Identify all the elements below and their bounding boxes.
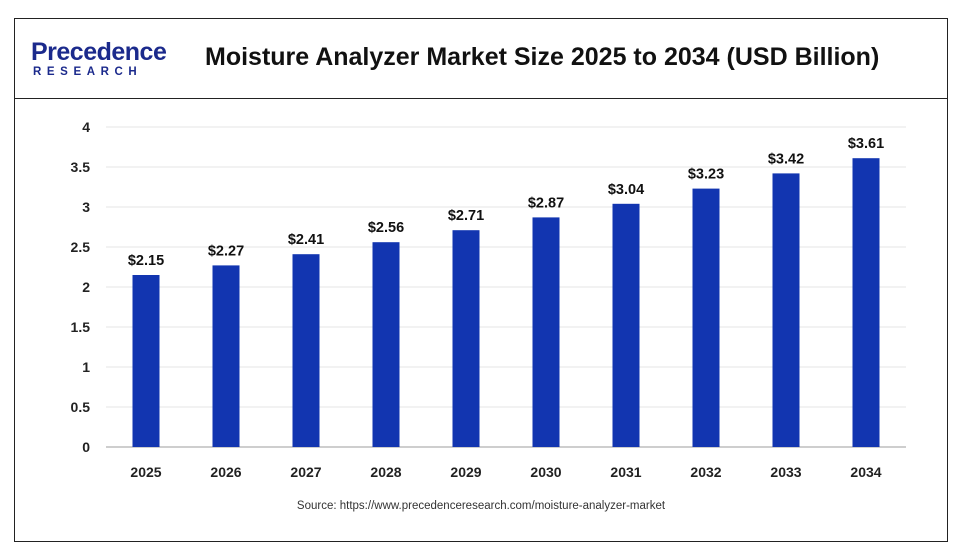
data-label: $3.23	[688, 167, 724, 183]
bar-2027	[292, 254, 320, 447]
data-label: $2.41	[288, 232, 324, 248]
y-tick-label: 2	[82, 279, 90, 295]
y-tick-label: 3	[82, 199, 90, 215]
bar-2025	[132, 275, 160, 447]
bar-2029	[452, 230, 480, 447]
x-tick-label: 2031	[610, 464, 641, 480]
data-label: $3.61	[848, 136, 884, 152]
y-tick-label: 2.5	[71, 239, 91, 255]
x-tick-label: 2030	[530, 464, 561, 480]
y-tick-label: 1.5	[71, 319, 91, 335]
y-tick-label: 0	[82, 439, 90, 455]
x-tick-label: 2032	[690, 464, 721, 480]
x-tick-label: 2034	[850, 464, 881, 480]
y-tick-label: 3.5	[71, 159, 91, 175]
x-tick-label: 2025	[130, 464, 161, 480]
logo-wordmark: Precedence	[31, 38, 167, 66]
source-note: Source: https://www.precedenceresearch.c…	[296, 500, 666, 512]
data-label: $2.15	[128, 253, 164, 269]
bar-2026	[212, 265, 240, 447]
data-label: $3.42	[768, 151, 804, 167]
data-label: $3.04	[608, 182, 644, 198]
x-tick-label: 2029	[450, 464, 481, 480]
chart-header: Precedence RESEARCH Moisture Analyzer Ma…	[15, 19, 947, 99]
data-label: $2.56	[368, 220, 404, 236]
logo-subtext: RESEARCH	[33, 66, 143, 78]
bar-2033	[772, 173, 800, 447]
y-tick-label: 4	[82, 119, 90, 135]
y-tick-label: 1	[82, 359, 90, 375]
bar-2031	[612, 203, 640, 447]
x-tick-label: 2033	[770, 464, 801, 480]
bar-2034	[852, 158, 880, 447]
x-tick-label: 2027	[290, 464, 321, 480]
data-label: $2.87	[528, 195, 564, 211]
data-label: $2.27	[208, 243, 244, 259]
chart-title: Moisture Analyzer Market Size 2025 to 20…	[205, 43, 880, 71]
x-tick-label: 2026	[210, 464, 241, 480]
data-label: $2.71	[448, 208, 484, 224]
bar-2030	[532, 217, 560, 447]
precedence-research-logo: Precedence RESEARCH	[31, 39, 181, 83]
bar-2032	[692, 188, 720, 447]
y-tick-label: 0.5	[71, 399, 91, 415]
bar-2028	[372, 242, 400, 447]
x-tick-label: 2028	[370, 464, 401, 480]
